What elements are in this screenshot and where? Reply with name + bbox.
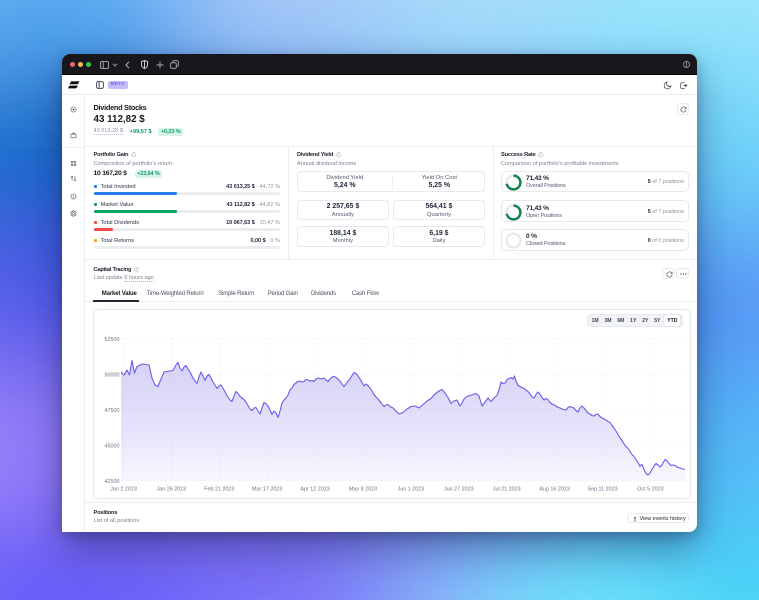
svg-text:45000: 45000 — [105, 443, 120, 449]
svg-text:Jul 21 2023: Jul 21 2023 — [493, 487, 521, 493]
svg-text:Sep 11 2023: Sep 11 2023 — [588, 487, 618, 493]
svg-text:Aug 16 2023: Aug 16 2023 — [540, 487, 571, 493]
svg-text:May 8 2023: May 8 2023 — [349, 487, 377, 493]
svg-text:42500: 42500 — [105, 479, 120, 485]
svg-text:Mar 17 2023: Mar 17 2023 — [252, 487, 282, 493]
svg-text:Jan 2 2023: Jan 2 2023 — [110, 487, 137, 493]
svg-text:Apr 12 2023: Apr 12 2023 — [301, 487, 330, 493]
svg-text:Feb 21 2023: Feb 21 2023 — [204, 487, 234, 493]
svg-text:Oct 5 2023: Oct 5 2023 — [638, 487, 664, 493]
svg-text:Jun 1 2023: Jun 1 2023 — [398, 487, 425, 493]
svg-text:Jun 27 2023: Jun 27 2023 — [444, 487, 474, 493]
svg-text:Jan 26 2023: Jan 26 2023 — [157, 487, 187, 493]
svg-text:47500: 47500 — [105, 408, 120, 414]
svg-text:52500: 52500 — [105, 337, 120, 343]
svg-text:50000: 50000 — [105, 372, 120, 378]
